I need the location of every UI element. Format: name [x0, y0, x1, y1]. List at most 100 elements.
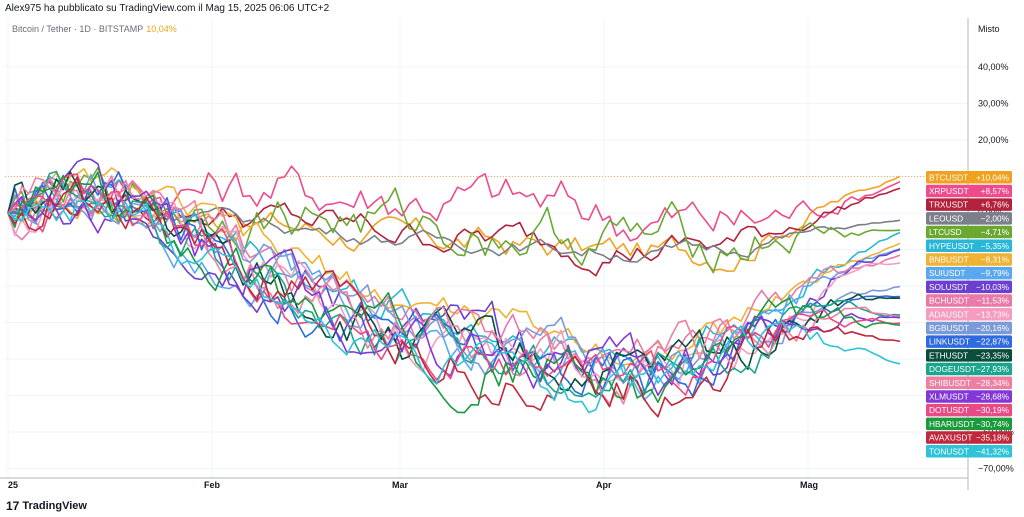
series-badge-hypeusdt[interactable]: HYPEUSDT −5,35%: [926, 239, 1012, 253]
series-badge-name: TONUSDT: [929, 446, 969, 456]
series-badge-shibusdt[interactable]: SHIBUSDT −28,34%: [926, 376, 1012, 390]
tradingview-logo-icon: 17: [6, 499, 20, 513]
y-tick-label: −70,00%: [978, 464, 1014, 474]
series-line-bchusdt[interactable]: [7, 177, 901, 364]
series-badge-bg: [926, 431, 1012, 444]
series-badge-linkusdt[interactable]: LINKUSDT −22,87%: [926, 335, 1012, 348]
tradingview-brand-name: TradingView: [22, 500, 87, 512]
series-badge-name: HBARUSDT: [929, 419, 975, 429]
series-badge-adausdt[interactable]: ADAUSDT −13,73%: [926, 308, 1012, 321]
series-badge-name: SUIUSDT: [929, 268, 965, 278]
series-badge-bg: [926, 225, 1012, 239]
series-badge-bg: [926, 266, 1012, 280]
series-badge-bg: [926, 253, 1012, 266]
series-badge-name: ADAUSDT: [929, 309, 969, 319]
series-labels: BTCUSDT +10,04% XRPUSDT +8,57% TRXUSDT +6,76%…: [926, 171, 1012, 458]
series-badge-hbarusdt[interactable]: HBARUSDT −30,74%: [926, 417, 1012, 431]
series-badge-leousd[interactable]: LEOUSD −2,00%: [926, 212, 1012, 225]
series-line-leousd[interactable]: [7, 201, 901, 263]
y-tick-label: 40,00%: [978, 62, 1009, 72]
series-badge-value: −28,68%: [976, 392, 1010, 402]
series-badge-value: −11,53%: [977, 296, 1010, 306]
series-badge-name: HYPEUSDT: [929, 241, 974, 251]
series-badge-name: LINKUSDT: [929, 337, 970, 347]
series-badge-bg: [926, 294, 1012, 307]
series-badge-suiusdt[interactable]: SUIUSDT −9,79%: [926, 266, 1012, 280]
series-badge-tonusdt[interactable]: TONUSDT −41,32%: [926, 445, 1012, 458]
tradingview-logo[interactable]: 17 TradingView: [6, 499, 87, 513]
series-badge-bg: [926, 171, 1012, 184]
series-badge-bg: [926, 335, 1012, 348]
series-badge-value: −27,93%: [976, 364, 1010, 374]
series-badge-value: −4,71%: [981, 227, 1010, 237]
series-badge-name: LTCUSD: [929, 227, 962, 237]
price-scale-mode[interactable]: Misto: [978, 24, 1000, 34]
x-tick-label: Apr: [596, 480, 612, 490]
x-tick-label: Feb: [204, 480, 221, 490]
series-badge-bg: [926, 308, 1012, 321]
series-badge-bnbusdt[interactable]: BNBUSDT −8,31%: [926, 253, 1012, 266]
series-badge-btcusdt[interactable]: BTCUSDT +10,04%: [926, 171, 1012, 184]
y-tick-label: 20,00%: [978, 135, 1009, 145]
series-badge-value: −13,73%: [976, 309, 1010, 319]
series-badge-name: TRXUSDT: [929, 200, 968, 210]
series-line-dogeusdt[interactable]: [7, 170, 901, 398]
series-badge-value: −8,31%: [981, 255, 1010, 265]
series-badge-dogeusdt[interactable]: DOGEUSDT −27,93%: [926, 362, 1012, 376]
series-badge-name: SHIBUSDT: [929, 378, 971, 388]
series-badge-dotusdt[interactable]: DOTUSDT −30,19%: [926, 403, 1012, 417]
series-badge-xrpusdt[interactable]: XRPUSDT +8,57%: [926, 184, 1012, 198]
series-badge-bg: [926, 184, 1012, 198]
series-badge-value: −30,74%: [976, 419, 1010, 429]
series-badge-name: XRPUSDT: [929, 186, 969, 196]
series-lines: [7, 158, 901, 418]
main-symbol-change: 10,04%: [146, 24, 177, 34]
series-badge-name: AVAXUSDT: [929, 433, 973, 443]
series-badge-bg: [926, 403, 1012, 417]
series-badge-value: −22,87%: [976, 337, 1010, 347]
series-badge-name: BGBUSDT: [929, 323, 969, 333]
x-tick-label: Mar: [392, 480, 409, 490]
series-line-tonusdt[interactable]: [7, 200, 901, 414]
series-badge-name: BCHUSDT: [929, 296, 969, 306]
series-badge-bg: [926, 362, 1012, 376]
y-tick-label: 30,00%: [978, 99, 1009, 109]
series-badge-bg: [926, 198, 1012, 211]
series-badge-solusdt[interactable]: SOLUSDT −10,03%: [926, 280, 1012, 294]
series-badge-bchusdt[interactable]: BCHUSDT −11,53%: [926, 294, 1012, 307]
series-line-hbarusdt[interactable]: [7, 171, 901, 414]
series-badge-value: −30,19%: [976, 405, 1010, 415]
series-badge-ethusdt[interactable]: ETHUSDT −23,35%: [926, 349, 1012, 362]
series-badge-name: LEOUSD: [929, 213, 963, 223]
series-badge-value: −20,16%: [976, 323, 1010, 333]
series-line-avaxusdt[interactable]: [7, 176, 901, 418]
series-badge-avaxusdt[interactable]: AVAXUSDT −35,18%: [926, 431, 1012, 444]
series-badge-value: −10,03%: [976, 282, 1010, 292]
series-badge-bg: [926, 212, 1012, 225]
series-badge-name: BTCUSDT: [929, 172, 968, 182]
series-badge-value: −5,35%: [981, 241, 1010, 251]
publisher-header: Alex975 ha pubblicato su TradingView.com…: [5, 3, 330, 14]
series-badge-trxusdt[interactable]: TRXUSDT +6,76%: [926, 198, 1012, 211]
series-badge-bgbusdt[interactable]: BGBUSDT −20,16%: [926, 321, 1012, 335]
series-badge-value: −9,79%: [981, 268, 1010, 278]
series-badge-value: −41,32%: [976, 446, 1010, 456]
series-badge-value: +10,04%: [976, 172, 1010, 182]
series-badge-name: XLMUSDT: [929, 392, 969, 402]
main-symbol-legend[interactable]: Bitcoin / Tether · 1D · BITSTAMP 10,04%: [12, 24, 177, 34]
series-badge-xlmusdt[interactable]: XLMUSDT −28,68%: [926, 390, 1012, 403]
x-tick-label: 25: [8, 480, 18, 490]
series-line-xrpusdt[interactable]: [7, 165, 901, 242]
series-badge-bg: [926, 321, 1012, 335]
series-badge-value: −35,18%: [976, 433, 1010, 443]
series-badge-value: −28,34%: [976, 378, 1010, 388]
series-badge-bg: [926, 280, 1012, 294]
series-badge-value: −2,00%: [981, 213, 1010, 223]
series-badge-value: −23,35%: [976, 350, 1010, 360]
series-badge-value: +8,57%: [981, 186, 1010, 196]
series-line-xlmusdt[interactable]: [7, 190, 901, 396]
series-badge-ltcusd[interactable]: LTCUSD −4,71%: [926, 225, 1012, 239]
series-badge-name: SOLUSDT: [929, 282, 968, 292]
series-badge-bg: [926, 445, 1012, 458]
